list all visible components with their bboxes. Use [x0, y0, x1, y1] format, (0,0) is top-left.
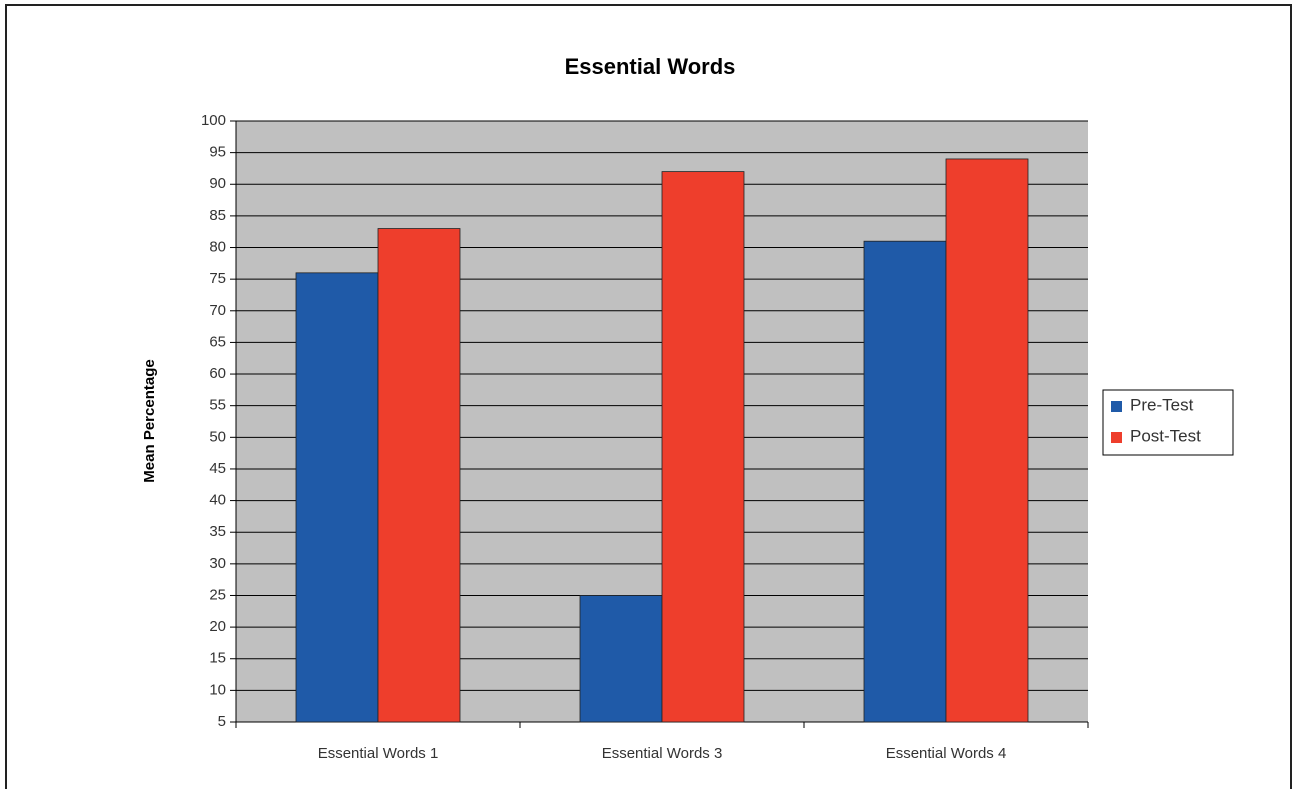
x-tick-label: Essential Words 3 — [602, 745, 723, 762]
y-tick-label: 25 — [209, 586, 226, 603]
bar — [661, 171, 745, 723]
chart-title: Essential Words — [565, 54, 736, 79]
bar — [945, 158, 1029, 723]
bar — [863, 240, 947, 723]
legend-swatch — [1111, 401, 1122, 412]
y-tick-label: 15 — [209, 650, 226, 667]
y-tick-label: 75 — [209, 270, 226, 287]
legend-box — [1102, 389, 1234, 456]
y-tick-label: 10 — [209, 681, 226, 698]
bar — [295, 272, 379, 723]
y-tick-label: 55 — [209, 397, 226, 414]
y-tick-label: 100 — [201, 112, 226, 129]
legend-label: Post-Test — [1130, 426, 1201, 445]
y-tick-label: 95 — [209, 144, 226, 161]
y-tick-label: 60 — [209, 365, 226, 382]
bar — [579, 595, 663, 723]
y-tick-label: 85 — [209, 207, 226, 224]
frame — [5, 4, 1292, 789]
y-tick-label: 90 — [209, 175, 226, 192]
x-tick-label: Essential Words 4 — [886, 745, 1007, 762]
y-tick-label: 70 — [209, 302, 226, 319]
y-tick-label: 40 — [209, 492, 226, 509]
y-tick-label: 5 — [218, 713, 226, 730]
bar — [377, 228, 461, 723]
y-tick-label: 35 — [209, 523, 226, 540]
y-tick-label: 30 — [209, 555, 226, 572]
legend-swatch — [1111, 432, 1122, 443]
y-tick-label: 65 — [209, 333, 226, 350]
y-tick-label: 45 — [209, 460, 226, 477]
y-tick-label: 50 — [209, 428, 226, 445]
y-tick-label: 80 — [209, 238, 226, 255]
y-tick-label: 20 — [209, 618, 226, 635]
y-axis-label: Mean Percentage — [141, 359, 158, 482]
x-tick-label: Essential Words 1 — [318, 745, 439, 762]
legend-label: Pre-Test — [1130, 395, 1194, 414]
